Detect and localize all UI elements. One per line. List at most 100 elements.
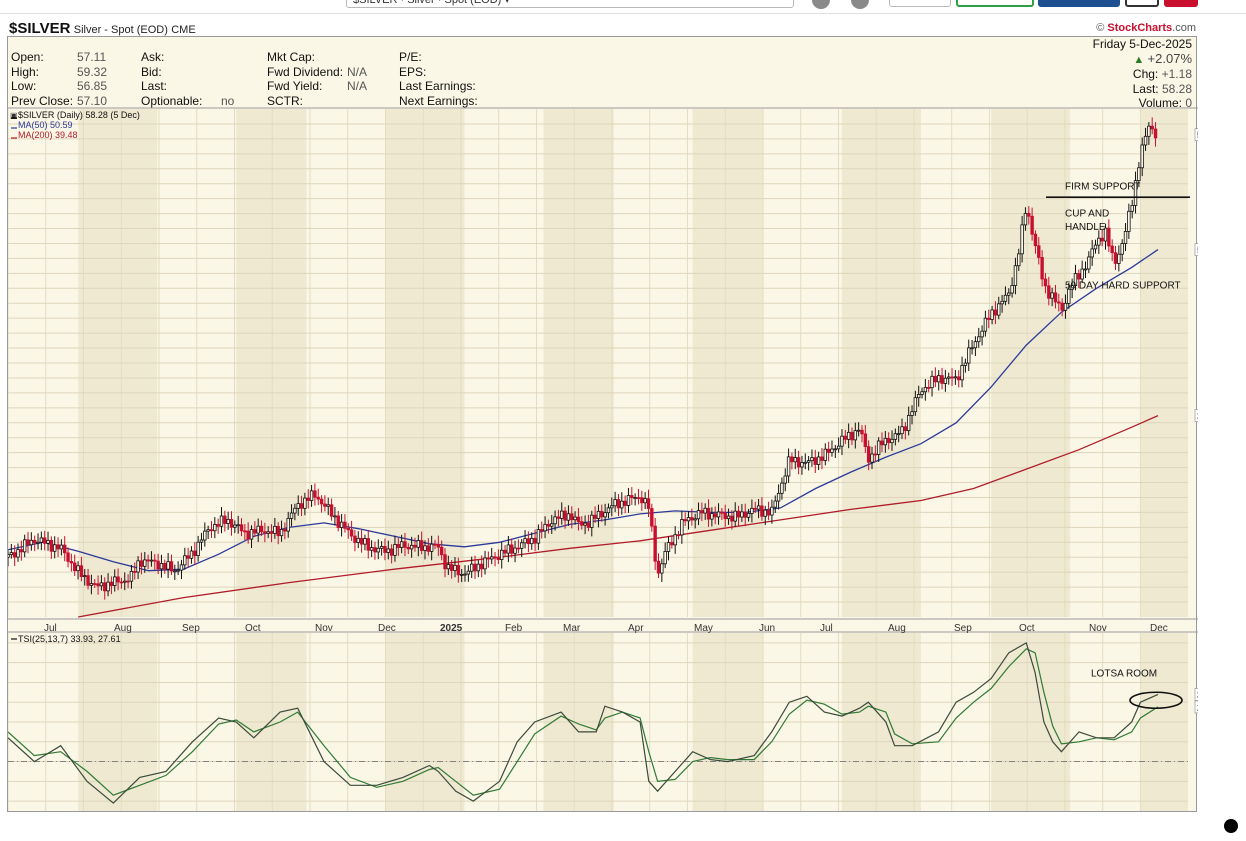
candle-body — [449, 564, 454, 571]
candle-body — [873, 453, 878, 456]
candle-body — [983, 317, 988, 332]
toolbar-button[interactable] — [889, 0, 951, 7]
candle-body — [36, 541, 40, 544]
candle-body — [256, 525, 260, 534]
candle-body — [293, 507, 297, 514]
candle-body — [970, 347, 974, 350]
candle-body — [937, 375, 941, 383]
annotation-lotsa-room: LOTSA ROOM — [1091, 669, 1157, 680]
candle-body — [770, 506, 774, 516]
tsi-tag: 33.93 — [1197, 690, 1198, 701]
x-tick-label: Oct — [245, 623, 261, 634]
candle-body — [266, 531, 270, 534]
candle-body — [1043, 278, 1048, 287]
chart-svg[interactable]: 2728293031323334353637383940414243444546… — [6, 37, 1226, 826]
candle-body — [316, 496, 320, 500]
candle-body — [720, 511, 724, 514]
change-pct: ▲ +2.07% — [1133, 50, 1192, 66]
candle-body — [109, 581, 114, 586]
candle-body — [129, 570, 134, 582]
info-value: 57.10 — [77, 93, 108, 108]
info-row: Low: 56.85 — [11, 79, 111, 94]
candle-body — [209, 529, 214, 532]
candle-body — [466, 570, 471, 575]
candle-body — [76, 565, 80, 572]
candle-body — [1037, 245, 1041, 258]
candle-body — [973, 341, 978, 349]
candle-body — [1150, 125, 1154, 130]
candle-body — [596, 510, 601, 519]
info-value: no — [221, 93, 235, 108]
candle-body — [456, 564, 461, 576]
candle-body — [386, 548, 390, 553]
info-row: Mkt Cap: — [267, 50, 377, 65]
candle-body — [269, 531, 274, 534]
candle-body — [606, 507, 611, 514]
stockcharts-credit: © StockCharts.com — [1096, 22, 1196, 34]
candle-body — [46, 539, 50, 544]
candle-body — [259, 525, 264, 533]
candle-body — [673, 534, 677, 546]
menu-button[interactable] — [1164, 0, 1198, 7]
candle-body — [229, 519, 234, 528]
candle-body — [923, 387, 928, 393]
candle-body — [663, 551, 667, 565]
x-tick-label: Nov — [1089, 623, 1107, 634]
share-button[interactable] — [1038, 0, 1120, 7]
candle-body — [660, 563, 664, 574]
candle-body — [553, 516, 557, 525]
candle-body — [29, 539, 34, 546]
candle-body — [493, 556, 497, 559]
candle-body — [800, 462, 804, 468]
symbol-search-input[interactable]: $SILVER · Silver · Spot (EOD) ▾ — [346, 0, 794, 8]
candle-body — [313, 490, 317, 498]
candle-body — [393, 544, 397, 556]
candle-body — [870, 453, 874, 463]
x-tick-label: Aug — [114, 623, 132, 634]
candle-body — [1143, 135, 1148, 146]
candle-body — [516, 547, 521, 550]
candle-body — [566, 513, 571, 521]
ma50-tag: 50.59 — [1197, 246, 1198, 257]
candle-body — [1140, 144, 1144, 169]
candle-body — [1063, 302, 1068, 311]
x-tick-label: 2025 — [440, 623, 463, 634]
candle-body — [303, 497, 307, 509]
candle-body — [993, 309, 998, 316]
candle-body — [990, 309, 994, 320]
candle-body — [686, 517, 691, 522]
candle-body — [276, 525, 280, 537]
update-button[interactable] — [956, 0, 1034, 7]
candle-body — [383, 545, 387, 553]
candle-body — [616, 499, 621, 509]
refresh-icon[interactable] — [812, 0, 830, 9]
candle-body — [166, 561, 170, 570]
candle-body — [1120, 243, 1124, 255]
candle-body — [750, 507, 754, 514]
candle-body — [840, 435, 844, 447]
candle-body — [339, 521, 344, 528]
candle-body — [196, 541, 200, 556]
help-icon[interactable] — [851, 0, 869, 9]
candle-body — [176, 569, 180, 572]
candle-body — [79, 565, 84, 577]
ma200-tag: 39.48 — [1197, 412, 1198, 423]
candle-body — [156, 560, 160, 570]
info-label: Last: — [141, 79, 168, 93]
last-row: Last: 58.28 — [1132, 81, 1192, 96]
x-tick-label: Nov — [315, 623, 333, 634]
candle-body — [1093, 244, 1098, 250]
candle-body — [893, 433, 898, 440]
candle-body — [763, 509, 767, 517]
candle-body — [213, 524, 217, 532]
candle-body — [713, 513, 717, 518]
candle-body — [326, 504, 330, 507]
candle-body — [253, 529, 257, 534]
candle-body — [1110, 245, 1114, 254]
candle-body — [710, 513, 714, 520]
settings-button[interactable] — [1125, 0, 1159, 7]
candle-body — [680, 519, 684, 536]
x-tick-label: Dec — [378, 623, 396, 634]
info-row: Last Earnings: — [399, 79, 499, 94]
candle-body — [283, 528, 287, 532]
